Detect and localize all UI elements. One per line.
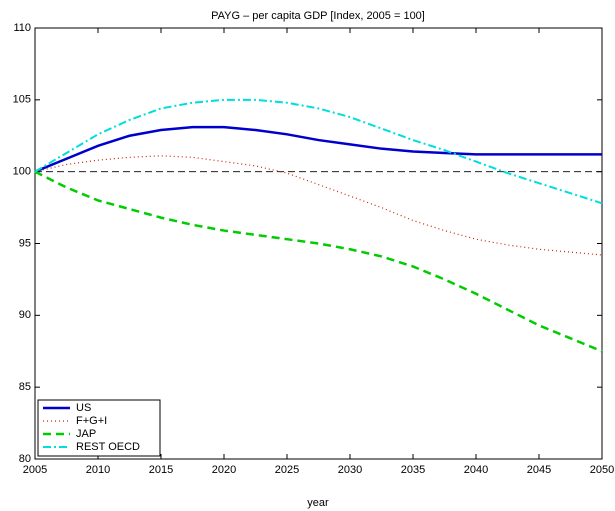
y-tick-label: 90 bbox=[19, 309, 31, 321]
legend-label: US bbox=[76, 402, 91, 414]
legend-label: F+G+I bbox=[76, 415, 107, 427]
y-tick-label: 80 bbox=[19, 453, 31, 465]
legend-box bbox=[37, 399, 161, 457]
y-tick-label: 110 bbox=[13, 22, 31, 34]
x-tick-label: 2035 bbox=[401, 464, 425, 476]
y-tick-label: 105 bbox=[13, 94, 31, 106]
series-line bbox=[34, 170, 603, 353]
x-tick-label: 2040 bbox=[464, 464, 488, 476]
x-tick-label: 2005 bbox=[23, 464, 47, 476]
legend-label: REST OECD bbox=[76, 441, 140, 453]
x-tick-label: 2050 bbox=[590, 464, 614, 476]
x-tick-label: 2025 bbox=[275, 464, 299, 476]
series-line bbox=[34, 125, 602, 173]
series-line bbox=[34, 155, 603, 256]
x-tick-label: 2045 bbox=[527, 464, 551, 476]
x-tick-label: 2020 bbox=[212, 464, 236, 476]
x-tick-label: 2015 bbox=[149, 464, 173, 476]
plot-area bbox=[34, 27, 603, 460]
y-tick-label: 95 bbox=[19, 237, 31, 249]
y-tick-label: 85 bbox=[19, 381, 31, 393]
legend-label: JAP bbox=[76, 428, 96, 440]
x-tick-label: 2010 bbox=[86, 464, 110, 476]
x-axis-label: year bbox=[307, 497, 329, 509]
y-tick-label: 100 bbox=[13, 166, 31, 178]
chart-title: PAYG – per capita GDP [Index, 2005 = 100… bbox=[211, 10, 425, 22]
series-line bbox=[34, 98, 603, 205]
x-tick-label: 2030 bbox=[338, 464, 362, 476]
